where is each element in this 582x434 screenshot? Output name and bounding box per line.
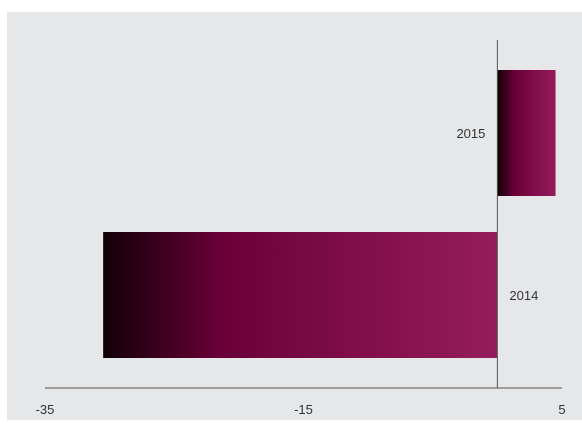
axes-layer	[45, 40, 562, 389]
category-label-2015: 2015	[456, 126, 485, 141]
bar-2015	[497, 70, 556, 196]
x-tick-label: 5	[558, 402, 565, 417]
category-label-2014: 2014	[509, 288, 538, 303]
x-tick-label: -15	[294, 402, 313, 417]
chart-background	[7, 12, 582, 420]
x-tick-label: -35	[36, 402, 55, 417]
labels-layer: 2014 2015 -35 -15 5	[36, 126, 566, 417]
bars-layer	[103, 70, 556, 358]
bar-2014	[103, 232, 498, 358]
